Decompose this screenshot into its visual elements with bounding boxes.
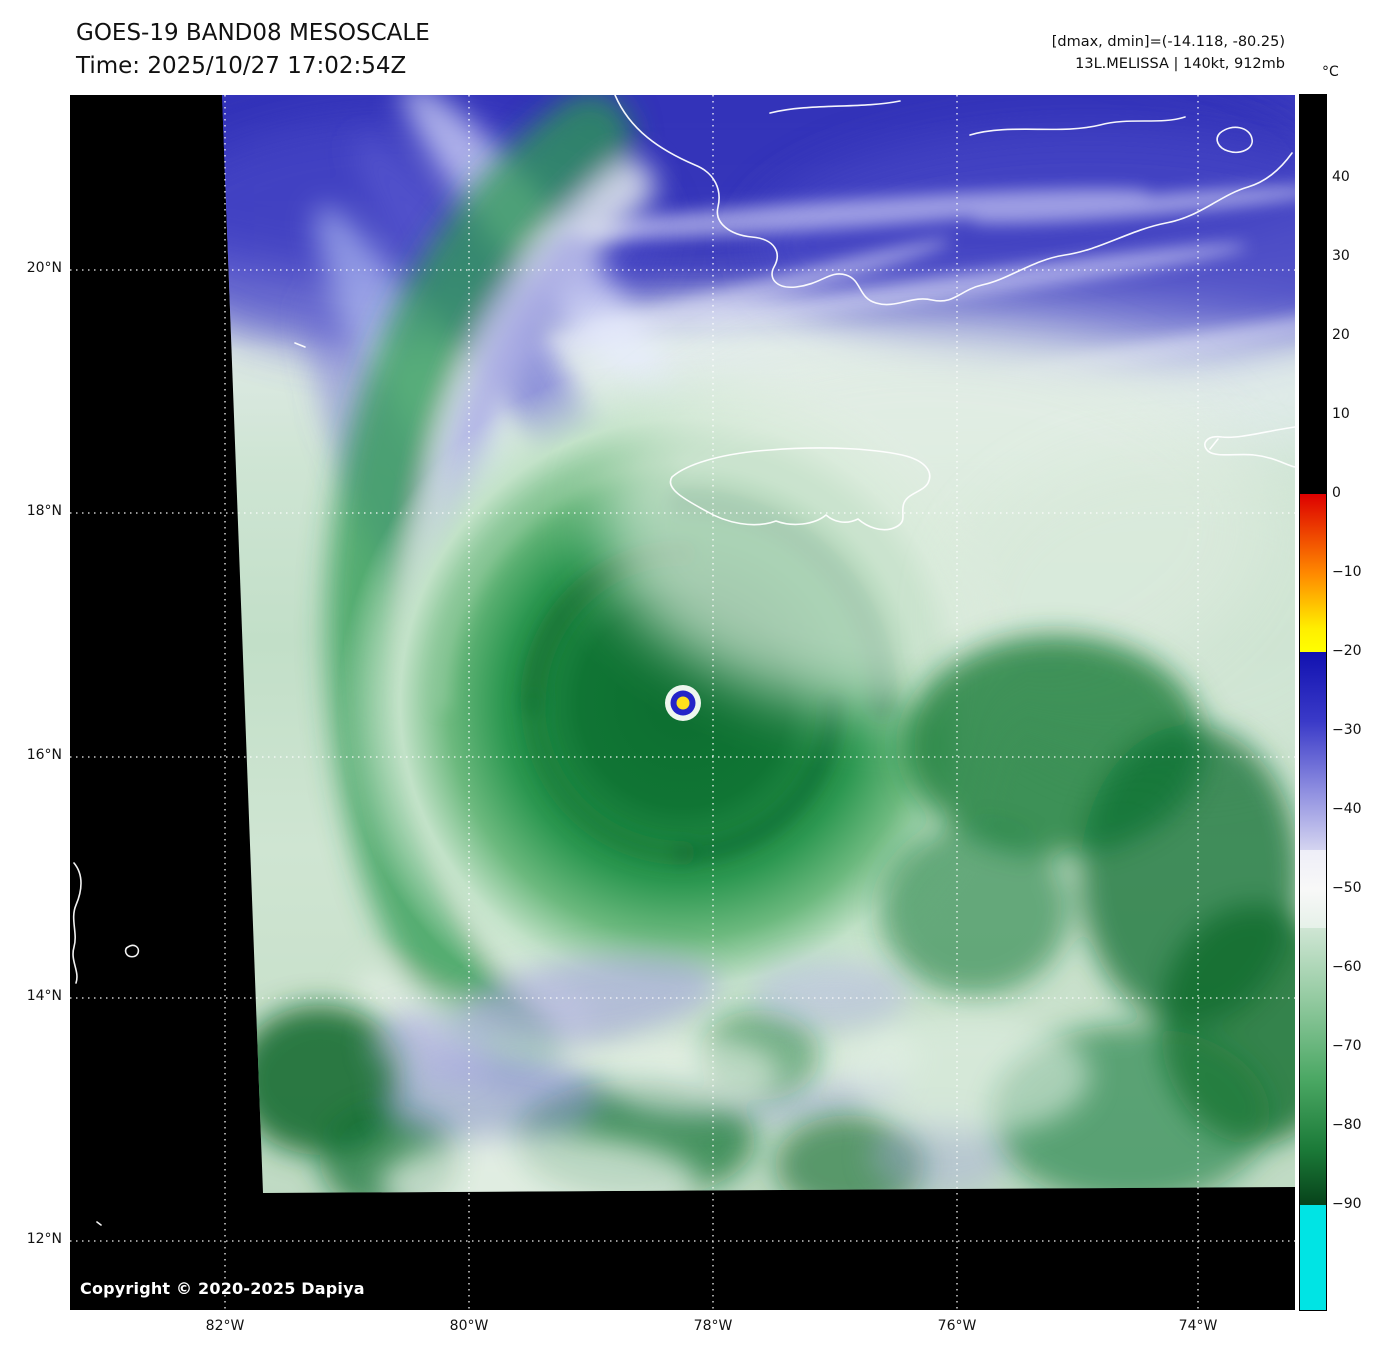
- graticule: [70, 95, 1295, 1310]
- colorbar-tick: −40: [1332, 801, 1362, 817]
- colorbar: [1299, 94, 1327, 1311]
- colorbar-tick: 0: [1332, 485, 1341, 501]
- timestamp-label: Time: 2025/10/27 17:02:54Z: [76, 53, 407, 79]
- colorbar-tick: −80: [1332, 1117, 1362, 1133]
- lat-label-16n: 16°N: [26, 747, 62, 763]
- cuba-coastline: [614, 95, 1293, 306]
- satellite-canvas: [70, 95, 1295, 1310]
- southern-cloud-scraps: [370, 954, 1090, 1193]
- colorbar-tick: −60: [1332, 959, 1362, 975]
- inagua-island: [1216, 126, 1253, 154]
- copyright-label: Copyright © 2020-2025 Dapiya: [80, 1279, 365, 1298]
- satellite-image: Copyright © 2020-2025 Dapiya: [70, 95, 1295, 1310]
- western-coast-fragments: [72, 862, 140, 1226]
- lon-label-80w: 80°W: [449, 1318, 489, 1334]
- jamaica-coastline: [669, 447, 931, 531]
- colorbar-tick: 20: [1332, 327, 1350, 343]
- colorbar-tick: −10: [1332, 564, 1362, 580]
- lat-label-14n: 14°N: [26, 988, 62, 1004]
- colorbar-unit-label: °C: [1322, 64, 1339, 80]
- cuba-north-coast: [769, 100, 1186, 136]
- dmax-dmin-readout: [dmax, dmin]=(-14.118, -80.25): [1051, 34, 1285, 50]
- lon-label-76w: 76°W: [937, 1318, 977, 1334]
- lon-label-82w: 82°W: [205, 1318, 245, 1334]
- page-title: GOES-19 BAND08 MESOSCALE: [76, 20, 430, 46]
- storm-info-label: 13L.MELISSA | 140kt, 912mb: [1075, 56, 1285, 72]
- coastlines: [72, 95, 1295, 1226]
- hurricane-eye: [665, 685, 701, 721]
- colorbar-tick: −90: [1332, 1196, 1362, 1212]
- colorbar-tick: −70: [1332, 1038, 1362, 1054]
- colorbar-tick: 30: [1332, 248, 1350, 264]
- colorbar-tick: 40: [1332, 169, 1350, 185]
- colorbar-tick: −50: [1332, 880, 1362, 896]
- lat-label-12n: 12°N: [26, 1231, 62, 1247]
- data-swath: [222, 95, 1295, 1193]
- lon-label-74w: 74°W: [1178, 1318, 1218, 1334]
- colorbar-tick: −30: [1332, 722, 1362, 738]
- hispaniola-coastline: [1204, 426, 1295, 468]
- colorbar-tick: −20: [1332, 643, 1362, 659]
- lat-label-18n: 18°N: [26, 503, 62, 519]
- colorbar-tick: 10: [1332, 406, 1350, 422]
- lat-label-20n: 20°N: [26, 260, 62, 276]
- colorbar-gradient: [1300, 95, 1326, 1310]
- cayman-islet: [294, 342, 306, 348]
- lon-label-78w: 78°W: [693, 1318, 733, 1334]
